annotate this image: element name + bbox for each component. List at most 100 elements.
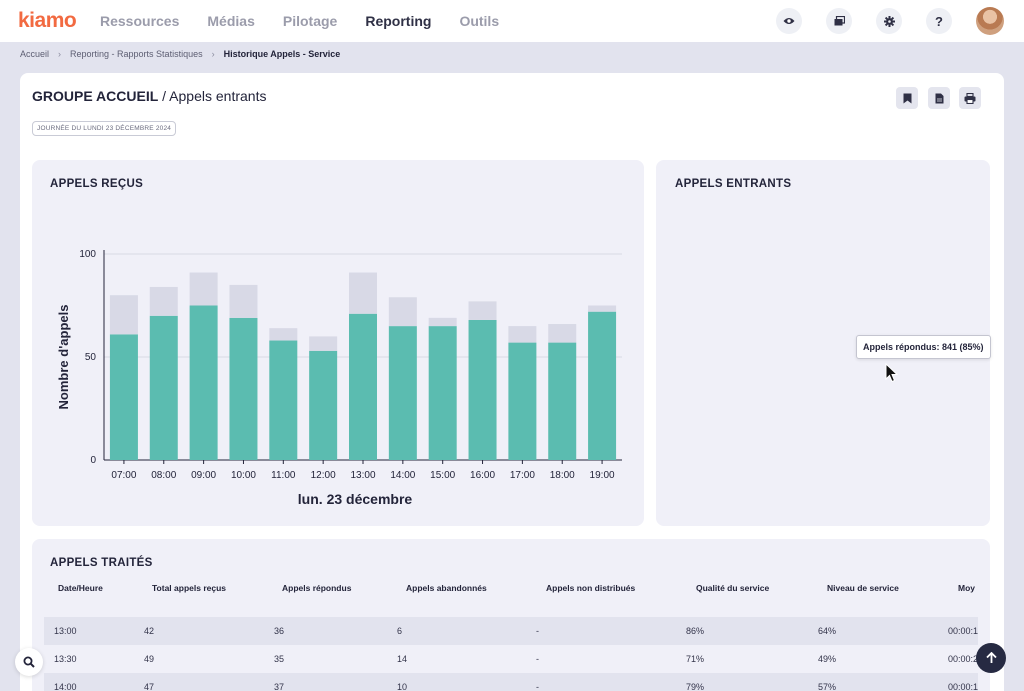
table-cell: 00:00:2 [948,654,978,664]
column-header[interactable]: Appels répondus [282,583,352,593]
document-button[interactable] [928,87,950,109]
table-cell: 57% [818,682,837,691]
bar[interactable] [109,295,138,335]
document-icon [935,93,943,103]
kiamo-logo[interactable]: kiamo [18,9,77,32]
bar[interactable] [149,286,178,316]
nav-reporting[interactable]: Reporting [365,13,432,29]
x-tick-label: 13:00 [350,470,375,481]
bar[interactable] [508,342,537,460]
table-cell: 49 [144,654,155,664]
windows-icon[interactable] [826,8,852,34]
table-row[interactable]: 13:00 42 36 6 - 86% 64% 00:00:1 [44,617,978,645]
column-header[interactable]: Date/Heure [58,583,103,593]
table-cell: 37 [274,682,285,691]
x-tick-label: 10:00 [231,470,256,481]
page-title: GROUPE ACCUEIL / Appels entrants [32,88,266,104]
print-button[interactable] [959,87,981,109]
nav-ressources[interactable]: Ressources [100,13,180,29]
column-header[interactable]: Appels abandonnés [406,583,487,593]
table-title: APPELS TRAITÉS [50,557,153,569]
table-cell: 86% [686,626,705,636]
avatar[interactable] [976,7,1004,35]
x-tick-label: 12:00 [311,470,336,481]
table-cell: 13:00 [54,626,77,636]
bar[interactable] [309,336,338,351]
topbar-actions: ? [752,7,1004,35]
bar[interactable] [588,305,617,312]
bookmark-button[interactable] [896,87,918,109]
table-cell: 00:00:1 [948,626,978,636]
bar-chart: 0 50 100 07:00 08:00 09:00 10:00 11:00 12:00 13:0… [56,249,622,507]
breadcrumb: Accueil › Reporting - Rapports Statistiq… [20,49,340,59]
x-tick-label: 09:00 [191,470,216,481]
bar[interactable] [588,311,617,460]
table-cell: 10 [397,682,408,691]
bar[interactable] [109,334,138,460]
column-header[interactable]: Appels non distribués [546,583,636,593]
arrow-up-icon [985,652,997,663]
bar[interactable] [468,301,497,320]
bar[interactable] [309,350,338,460]
x-tick-label: 14:00 [390,470,415,481]
column-header[interactable]: Niveau de service [827,583,899,593]
x-tick-label: 15:00 [430,470,455,481]
bar[interactable] [468,319,497,460]
bar[interactable] [189,272,218,306]
table-cell: - [536,682,539,691]
scroll-top-button[interactable] [976,643,1006,673]
table-cell: 36 [274,626,285,636]
main-nav: Ressources Médias Pilotage Reporting Out… [100,0,527,42]
table-cell: 14 [397,654,408,664]
bar[interactable] [189,305,218,461]
search-button[interactable] [15,648,43,676]
chevron-right-icon: › [58,49,62,59]
bar[interactable] [388,297,417,327]
x-tick-label: 18:00 [550,470,575,481]
bar[interactable] [548,342,577,460]
table-row[interactable]: 13:30 49 35 14 - 71% 49% 00:00:2 [44,645,978,673]
table-cell: 00:00:1 [948,682,978,691]
table-cell: 71% [686,654,705,664]
bar[interactable] [349,272,377,314]
table-cell: - [536,654,539,664]
table-panel [32,539,990,691]
breadcrumb-reporting[interactable]: Reporting - Rapports Statistiques [70,49,203,59]
bar[interactable] [229,317,258,460]
nav-outils[interactable]: Outils [459,13,500,29]
bar[interactable] [269,328,298,341]
eye-icon[interactable] [776,8,802,34]
table-cell: 47 [144,682,155,691]
bookmark-icon [903,93,911,103]
bar-chart-title: APPELS REÇUS [50,178,144,190]
table-row[interactable]: 14:00 47 37 10 - 79% 57% 00:00:1 [44,673,978,691]
column-header[interactable]: Moy [958,583,975,593]
breadcrumb-accueil[interactable]: Accueil [20,49,50,59]
bar[interactable] [428,317,457,327]
pie-chart [656,200,990,520]
bar[interactable] [349,313,377,460]
breadcrumb-current: Historique Appels - Service [223,49,341,59]
x-tick-label: 08:00 [151,470,176,481]
x-tick-label: 07:00 [111,470,136,481]
bar[interactable] [548,324,577,343]
column-header[interactable]: Qualité du service [696,583,770,593]
bar[interactable] [428,326,457,460]
bar[interactable] [149,315,178,460]
column-header[interactable]: Total appels reçus [152,583,227,593]
help-icon[interactable]: ? [926,8,952,34]
date-badge: JOURNÉE DU LUNDI 23 DÉCEMBRE 2024 [32,121,177,136]
y-tick-label: 100 [79,249,96,260]
nav-pilotage[interactable]: Pilotage [282,13,338,29]
y-tick-label: 0 [90,455,96,466]
top-bar: kiamo Ressources Médias Pilotage Reporti… [0,0,1024,42]
bar[interactable] [388,326,417,460]
nav-medias[interactable]: Médias [207,13,255,29]
bar[interactable] [229,284,258,318]
table-cell: - [536,626,539,636]
print-icon [964,92,976,104]
bar[interactable] [269,340,298,460]
gear-icon[interactable] [876,8,902,34]
bar[interactable] [508,326,537,343]
table-cell: 79% [686,682,705,691]
